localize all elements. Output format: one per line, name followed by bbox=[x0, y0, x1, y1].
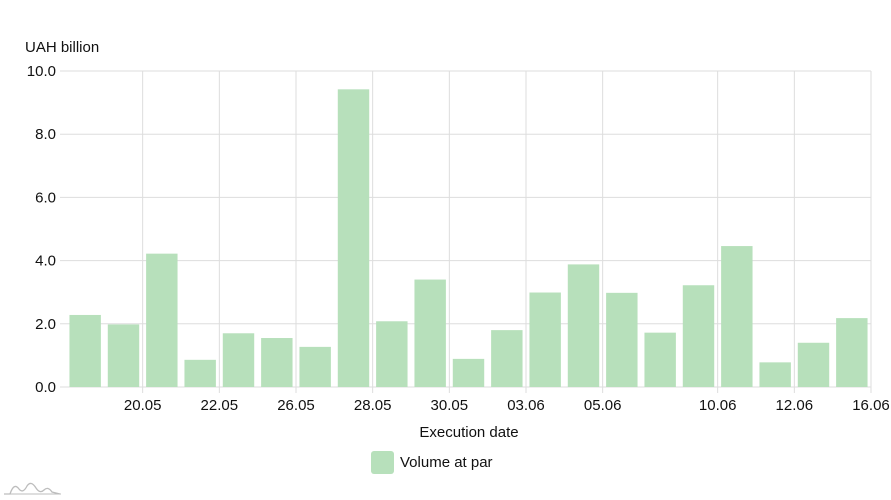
bar[interactable] bbox=[376, 321, 408, 387]
bar[interactable] bbox=[567, 264, 600, 387]
y-tick-label: 0.0 bbox=[35, 379, 56, 396]
chart-logo-icon bbox=[4, 482, 61, 495]
x-tick-label: 10.06 bbox=[699, 397, 737, 414]
bar[interactable] bbox=[644, 332, 676, 387]
x-tick-label: 12.06 bbox=[776, 397, 814, 414]
x-axis-title: Execution date bbox=[419, 424, 518, 441]
y-tick-labels: 0.0 2.0 4.0 6.0 8.0 10.0 bbox=[27, 63, 56, 396]
bar[interactable] bbox=[682, 285, 715, 387]
bar[interactable] bbox=[721, 246, 753, 387]
bar[interactable] bbox=[299, 346, 331, 387]
y-tick-label: 8.0 bbox=[35, 126, 56, 143]
x-tick-label: 05.06 bbox=[584, 397, 622, 414]
y-axis-unit-label: UAH billion bbox=[25, 39, 100, 56]
bar[interactable] bbox=[491, 330, 523, 387]
bars bbox=[69, 89, 868, 387]
bar[interactable] bbox=[452, 358, 485, 387]
bar[interactable] bbox=[606, 292, 638, 387]
bar[interactable] bbox=[759, 362, 791, 387]
y-tick-label: 6.0 bbox=[35, 189, 56, 206]
legend-label: Volume at par bbox=[400, 454, 493, 471]
x-tick-label: 22.05 bbox=[201, 397, 239, 414]
bar[interactable] bbox=[797, 342, 830, 387]
bar[interactable] bbox=[146, 253, 178, 387]
x-tick-labels: 20.05 22.05 26.05 28.05 30.05 03.06 05.06 10.06… bbox=[124, 397, 890, 414]
bar[interactable] bbox=[261, 338, 293, 387]
legend[interactable]: Volume at par bbox=[371, 451, 493, 474]
x-tick-label: 26.05 bbox=[277, 397, 315, 414]
bar[interactable] bbox=[107, 324, 140, 387]
bar[interactable] bbox=[69, 314, 101, 387]
bar[interactable] bbox=[414, 279, 446, 387]
y-tick-label: 2.0 bbox=[35, 316, 56, 333]
bar[interactable] bbox=[184, 359, 216, 387]
legend-swatch bbox=[371, 451, 394, 474]
bar[interactable] bbox=[222, 333, 255, 387]
x-tick-label: 20.05 bbox=[124, 397, 162, 414]
y-tick-label: 10.0 bbox=[27, 63, 56, 80]
x-tick-label: 03.06 bbox=[507, 397, 545, 414]
x-tick-label: 28.05 bbox=[354, 397, 392, 414]
bar[interactable] bbox=[836, 318, 868, 387]
y-tick-label: 4.0 bbox=[35, 253, 56, 270]
bar[interactable] bbox=[337, 89, 370, 387]
x-tick-label: 30.05 bbox=[431, 397, 469, 414]
bar[interactable] bbox=[529, 292, 561, 387]
x-tick-label: 16.06 bbox=[852, 397, 890, 414]
